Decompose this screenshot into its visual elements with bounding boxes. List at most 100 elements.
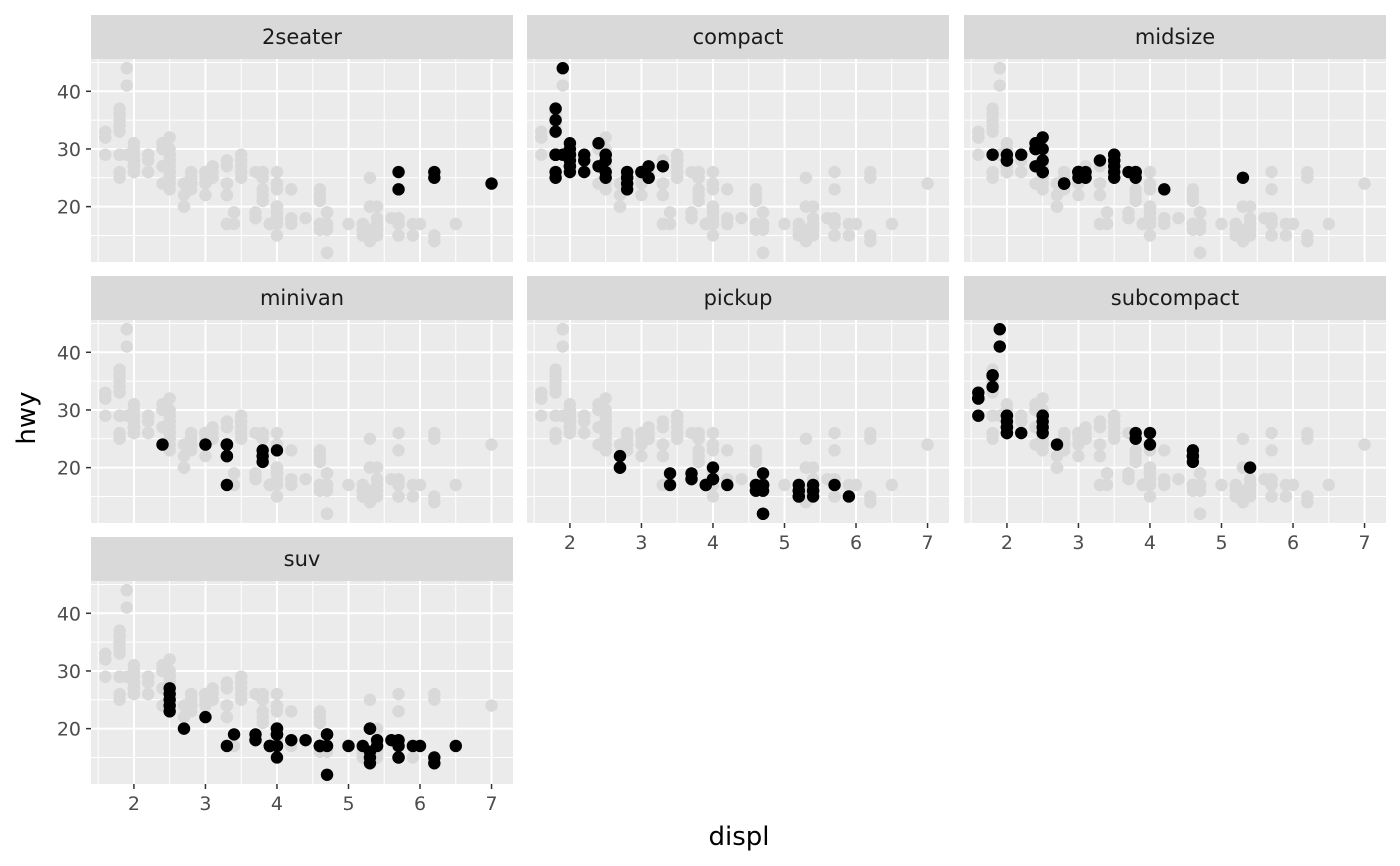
data-point: [1057, 177, 1071, 190]
background-point: [1158, 211, 1171, 225]
background-point: [1172, 472, 1185, 486]
background-point: [885, 217, 898, 231]
x-axis-title: displ: [708, 822, 769, 852]
background-point: [1050, 461, 1064, 474]
background-point: [385, 472, 398, 486]
data-point: [1015, 426, 1028, 440]
data-point: [199, 710, 212, 724]
background-point: [721, 211, 734, 225]
data-point: [249, 733, 262, 747]
data-point: [406, 739, 420, 753]
data-point: [1108, 148, 1121, 161]
background-point: [993, 62, 1006, 75]
background-point: [270, 426, 284, 440]
background-point: [671, 432, 684, 446]
background-point: [406, 490, 420, 503]
background-point: [449, 217, 462, 231]
facet-strip: [964, 276, 1386, 320]
background-point: [656, 177, 670, 190]
data-point: [256, 444, 269, 457]
background-point: [599, 183, 612, 196]
background-point: [1279, 478, 1293, 492]
background-point: [986, 171, 999, 185]
background-point: [706, 490, 720, 503]
background-point: [142, 409, 155, 422]
background-point: [177, 438, 191, 451]
background-point: [1108, 409, 1121, 422]
facet-strip: [91, 276, 513, 320]
background-point: [806, 211, 820, 225]
background-point: [706, 165, 720, 179]
facet-panel-suv: suv 20 30 40 2 3 4 5 6 7: [57, 537, 513, 815]
background-point: [972, 148, 985, 161]
data-point: [1093, 154, 1107, 167]
background-point: [1158, 472, 1171, 486]
background-point: [1258, 211, 1271, 225]
facet-panel-compact: compact: [527, 15, 949, 262]
background-point: [1100, 206, 1114, 219]
data-point: [828, 478, 841, 492]
background-point: [256, 705, 269, 718]
background-point: [556, 79, 569, 92]
background-point: [735, 472, 748, 486]
data-point: [663, 478, 677, 492]
background-point: [235, 432, 248, 446]
data-point: [549, 171, 562, 185]
background-point: [220, 699, 234, 712]
background-point: [1236, 223, 1250, 236]
background-point: [1143, 165, 1157, 179]
data-point: [756, 478, 770, 492]
background-point: [706, 229, 720, 242]
data-point: [986, 148, 999, 161]
background-point: [220, 676, 234, 689]
y-tick-label: 30: [57, 661, 81, 683]
background-point: [1193, 507, 1207, 520]
background-point: [1236, 484, 1250, 497]
background-point: [1265, 165, 1278, 179]
background-point: [163, 409, 176, 422]
background-point: [163, 653, 176, 666]
background-point: [1015, 409, 1028, 422]
background-point: [1129, 455, 1142, 469]
background-point: [235, 148, 248, 161]
background-point: [363, 200, 377, 213]
x-tick-label: 7: [485, 793, 497, 815]
background-point: [735, 211, 748, 225]
data-point: [756, 507, 770, 520]
background-point: [1129, 444, 1142, 457]
background-point: [199, 426, 212, 440]
data-point: [270, 739, 284, 753]
y-tick-label: 30: [57, 400, 81, 422]
background-point: [120, 323, 133, 336]
data-point: [1036, 165, 1049, 179]
background-point: [163, 426, 176, 440]
background-point: [635, 188, 648, 202]
data-point: [592, 136, 605, 150]
facet-panel-2seater: 2seater 20 30 40: [57, 15, 513, 262]
background-point: [285, 183, 298, 196]
background-point: [163, 148, 176, 161]
data-point: [1036, 131, 1049, 144]
background-point: [1072, 449, 1085, 463]
background-point: [635, 438, 648, 451]
data-point: [1108, 171, 1121, 185]
background-point: [1050, 449, 1064, 463]
y-tick-label: 20: [57, 197, 81, 219]
background-point: [556, 340, 569, 353]
background-point: [972, 131, 985, 144]
background-point: [1093, 438, 1107, 451]
background-point: [1265, 426, 1278, 440]
background-point: [363, 223, 377, 236]
background-point: [285, 705, 298, 718]
background-point: [113, 693, 126, 707]
background-point: [656, 217, 670, 231]
background-point: [113, 119, 126, 133]
background-point: [613, 200, 627, 213]
panels-layer: 2seater 20 30 40 compact midsize minivan 20 30 40…: [57, 15, 1386, 815]
background-point: [885, 478, 898, 492]
background-point: [692, 444, 705, 457]
x-tick-label: 2: [1001, 532, 1013, 554]
data-point: [1129, 432, 1142, 446]
background-point: [113, 432, 126, 446]
